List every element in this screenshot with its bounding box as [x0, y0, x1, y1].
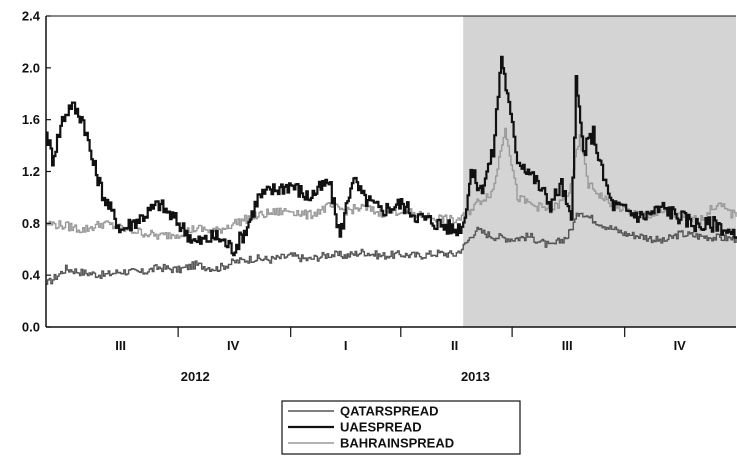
y-tick-label: 2.4: [22, 9, 41, 24]
legend-entry: QATARSPREAD: [340, 404, 438, 419]
y-tick-label: 0.4: [22, 268, 41, 283]
y-tick-label: 2.0: [22, 60, 40, 75]
series-lines: [46, 55, 737, 285]
x-year-label: 2013: [461, 369, 490, 384]
shaded-period: [463, 16, 736, 327]
x-quarter-label: IV: [227, 338, 240, 353]
series-line-uaespread: [46, 55, 737, 257]
legend-entry: BAHRAINSPREAD: [340, 436, 454, 451]
series-line-qatarspread: [46, 212, 737, 285]
y-axis-ticks: 0.0 0.4 0.8 1.2 1.6 2.0 2.4: [22, 9, 51, 335]
x-quarter-label: III: [562, 338, 573, 353]
y-tick-label: 0.0: [22, 320, 40, 335]
y-tick-label: 0.8: [22, 216, 40, 231]
x-quarter-label: II: [451, 338, 458, 353]
x-quarter-label: IV: [674, 338, 687, 353]
y-tick-label: 1.6: [22, 112, 40, 127]
x-quarter-label: III: [115, 338, 126, 353]
legend-entry: UAESPREAD: [340, 420, 422, 435]
x-quarter-label: I: [344, 338, 348, 353]
y-tick-label: 1.2: [22, 164, 40, 179]
x-year-label: 2012: [181, 369, 210, 384]
